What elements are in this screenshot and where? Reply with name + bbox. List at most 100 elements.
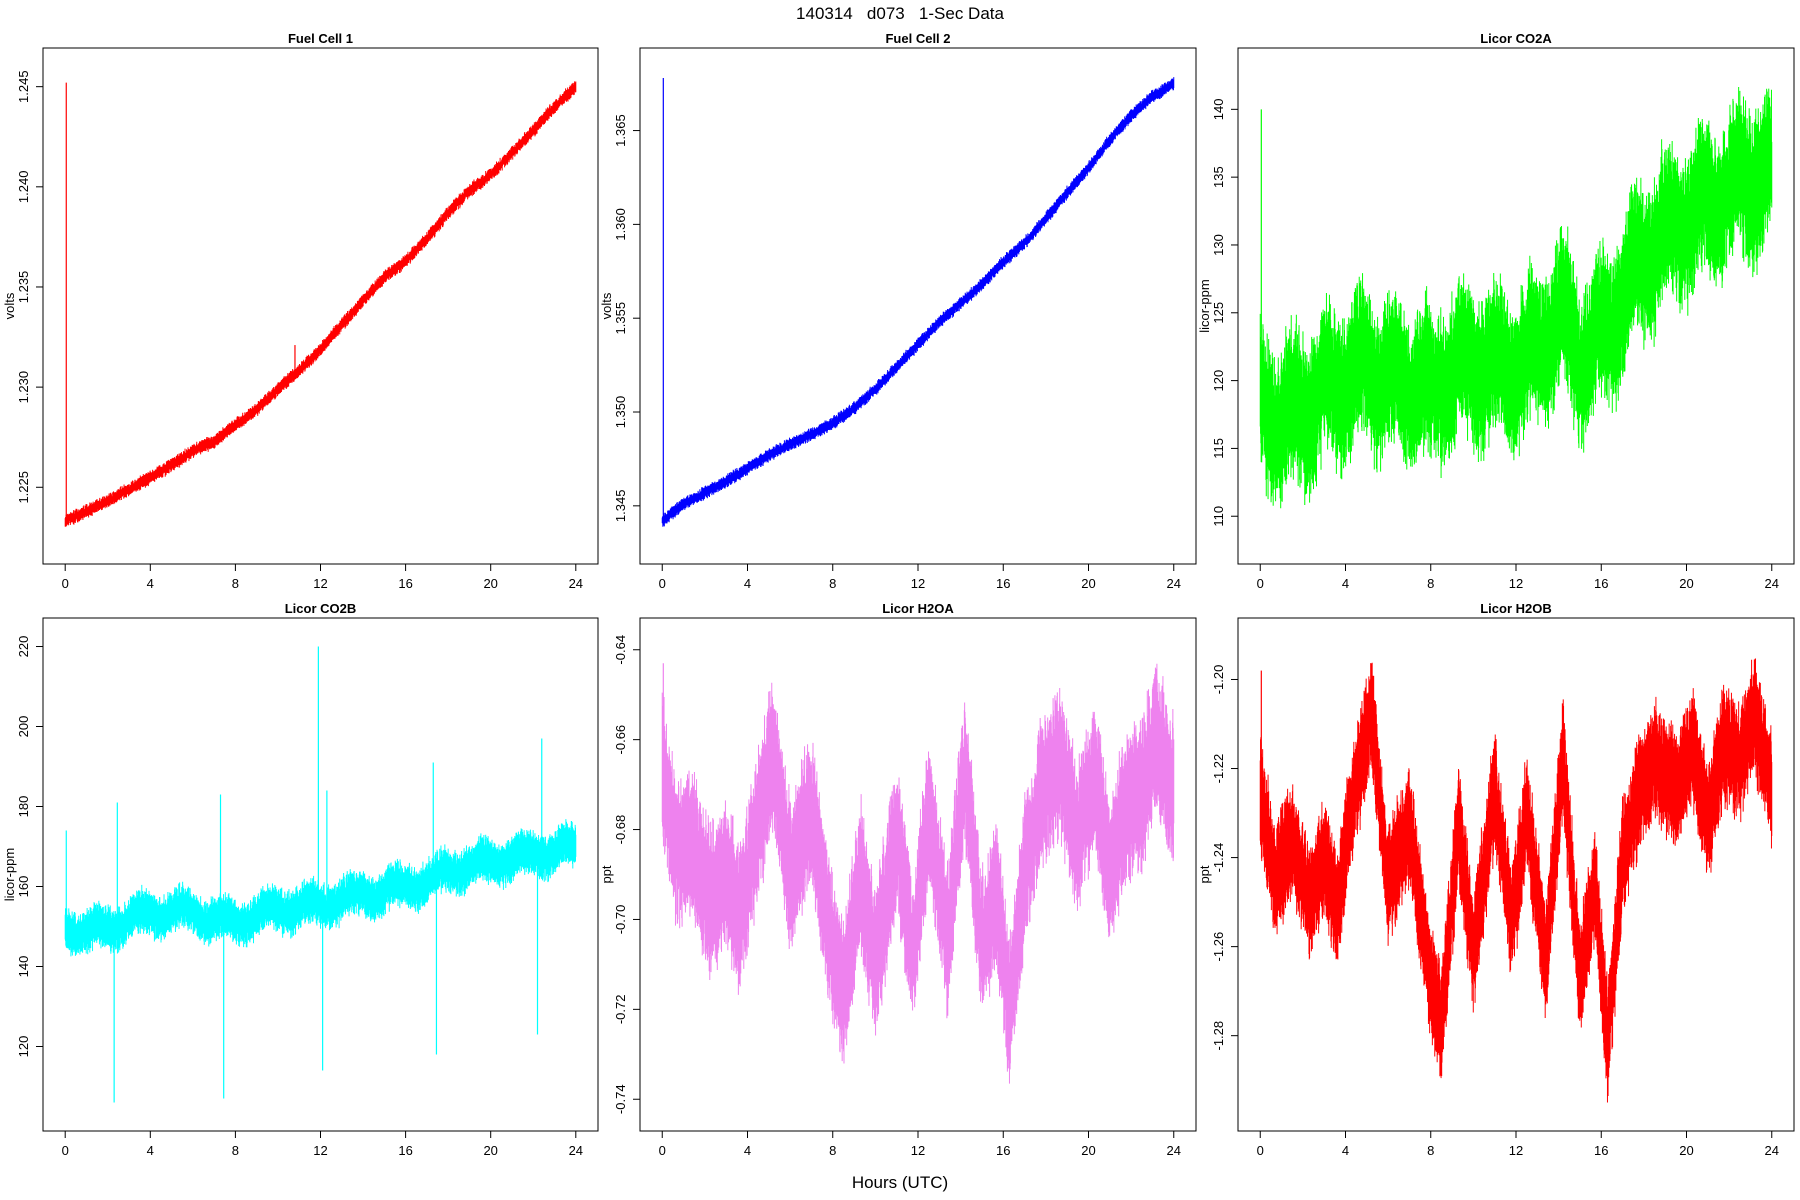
y-tick-label: -1.28: [1211, 1021, 1226, 1051]
x-tick-label: 24: [1765, 576, 1779, 591]
chart-fuel-cell-1: Fuel Cell 10 4 8 12 16 20 241.2251.2301.2351.2…: [2, 31, 599, 591]
x-axis: 0 4 8 12 16 20 24: [1257, 563, 1779, 591]
x-tick-label: 0: [659, 576, 666, 591]
panel-title: Licor H2OB: [1480, 601, 1552, 616]
y-tick-label: -1.22: [1211, 754, 1226, 784]
x-tick-label: 20: [1679, 1143, 1693, 1158]
x-tick-label: 24: [1765, 1143, 1779, 1158]
y-tick-label: 125: [1211, 302, 1226, 324]
chart-licor-h2oa: Licor H2OA 0 4 8 12 16 20 24 -0.74 -0.72 -0.70 -0.6…: [599, 601, 1197, 1158]
panel-title: Licor CO2A: [1480, 31, 1552, 46]
y-tick-label: 130: [1211, 234, 1226, 256]
x-tick-label: 8: [232, 1143, 239, 1158]
y-tick-label: 110: [1211, 506, 1226, 527]
y-tick-label: -1.26: [1211, 932, 1226, 962]
x-tick-label: 24: [1167, 1143, 1181, 1158]
series-band: [661, 77, 1175, 527]
y-tick-label: -0.64: [613, 635, 628, 665]
x-tick-label: 8: [1427, 576, 1434, 591]
data-series-licor-co2a: [1259, 87, 1773, 509]
series-band: [1259, 658, 1773, 1103]
panel-title: Licor CO2B: [285, 601, 357, 616]
series-band: [1259, 87, 1773, 509]
x-tick-label: 0: [659, 1143, 666, 1158]
x-tick-label: 16: [996, 576, 1010, 591]
y-tick-label: 120: [16, 1036, 31, 1058]
x-tick-label: 0: [1257, 576, 1264, 591]
y-axis: 1.225 1.230 1.235 1.240 1.245: [16, 70, 44, 504]
y-tick-label: 140: [1211, 98, 1226, 120]
y-tick-label: -0.74: [613, 1084, 628, 1114]
y-axis: 120 140 160 180 200 220: [16, 636, 44, 1058]
x-tick-label: 20: [1081, 576, 1095, 591]
chart-fuel-cell-2: Fuel Cell 2 0 4 8 12 16 20 24 1.3451.3501.3551.3…: [599, 31, 1197, 591]
x-tick-label: 12: [1509, 1143, 1523, 1158]
x-tick-label: 12: [911, 576, 925, 591]
x-tick-label: 8: [829, 576, 836, 591]
x-tick-label: 0: [62, 576, 69, 591]
x-tick-label: 4: [1342, 1143, 1349, 1158]
x-tick-label: 20: [1679, 576, 1693, 591]
y-tick-label: -0.72: [613, 995, 628, 1025]
x-tick-label: 20: [1081, 1143, 1095, 1158]
x-tick-label: 8: [829, 1143, 836, 1158]
x-tick-label: 12: [313, 1143, 327, 1158]
y-axis: 110 115 120 125 130 135 140: [1211, 98, 1239, 527]
y-tick-label: 1.225: [16, 471, 31, 504]
y-tick-label: 1.240: [16, 171, 31, 204]
y-tick-label: -1.24: [1211, 843, 1226, 873]
y-axis-label: ppt: [1197, 865, 1212, 883]
y-tick-label: -0.70: [613, 905, 628, 935]
y-tick-label: 135: [1211, 166, 1226, 188]
series-band: [64, 81, 577, 527]
x-tick-label: 4: [147, 576, 154, 591]
figure-title: 140314 d073 1-Sec Data: [796, 4, 1004, 23]
y-tick-label: 120: [1211, 370, 1226, 392]
x-tick-label: 16: [996, 1143, 1010, 1158]
x-tick-label: 24: [569, 1143, 583, 1158]
x-axis: 0 4 8 12 16 20 24: [62, 563, 583, 591]
chart-panels: Fuel Cell 10 4 8 12 16 20 241.2251.2301.2351.2…: [2, 31, 1795, 1158]
x-tick-label: 4: [744, 1143, 751, 1158]
x-tick-label: 4: [147, 1143, 154, 1158]
x-tick-label: 16: [1594, 576, 1608, 591]
data-series-licor-h2oa: [661, 663, 1175, 1084]
x-tick-label: 12: [313, 576, 327, 591]
x-tick-label: 4: [744, 576, 751, 591]
series-band: [64, 819, 577, 957]
x-axis: 0 4 8 12 16 20 24: [659, 563, 1181, 591]
data-series-licor-h2ob: [1259, 658, 1773, 1103]
x-tick-label: 8: [1427, 1143, 1434, 1158]
data-series-fuel-cell-1: [64, 81, 577, 527]
y-tick-label: 160: [16, 876, 31, 898]
x-tick-label: 24: [1167, 576, 1181, 591]
y-axis-label: licor-ppm: [2, 848, 17, 901]
panel-title: Fuel Cell 1: [288, 31, 353, 46]
x-tick-label: 12: [911, 1143, 925, 1158]
y-axis: 1.345 1.350 1.355 1.360 1.365: [613, 114, 641, 522]
panel-title: Fuel Cell 2: [885, 31, 950, 46]
y-tick-label: 115: [1211, 438, 1226, 459]
y-axis: -0.74 -0.72 -0.70 -0.68 -0.66 -0.64: [613, 635, 641, 1114]
series-band: [661, 663, 1175, 1084]
x-tick-label: 0: [62, 1143, 69, 1158]
figure-x-axis-label: Hours (UTC): [852, 1173, 948, 1192]
y-tick-label: 1.355: [613, 302, 628, 335]
x-axis: 0 4 8 12 16 20 24: [62, 1130, 583, 1158]
y-tick-label: 220: [16, 636, 31, 658]
x-axis: 0 4 8 12 16 20 24: [659, 1130, 1181, 1158]
panel-title: Licor H2OA: [882, 601, 954, 616]
y-tick-label: -1.20: [1211, 665, 1226, 695]
y-tick-label: -0.66: [613, 725, 628, 755]
x-tick-label: 16: [1594, 1143, 1608, 1158]
x-tick-label: 8: [232, 576, 239, 591]
y-tick-label: 1.230: [16, 371, 31, 404]
y-tick-label: 200: [16, 716, 31, 738]
x-tick-label: 16: [398, 576, 412, 591]
data-series-fuel-cell-2: [661, 77, 1175, 527]
data-series-licor-co2b: [64, 646, 577, 1103]
y-tick-label: -0.68: [613, 815, 628, 845]
